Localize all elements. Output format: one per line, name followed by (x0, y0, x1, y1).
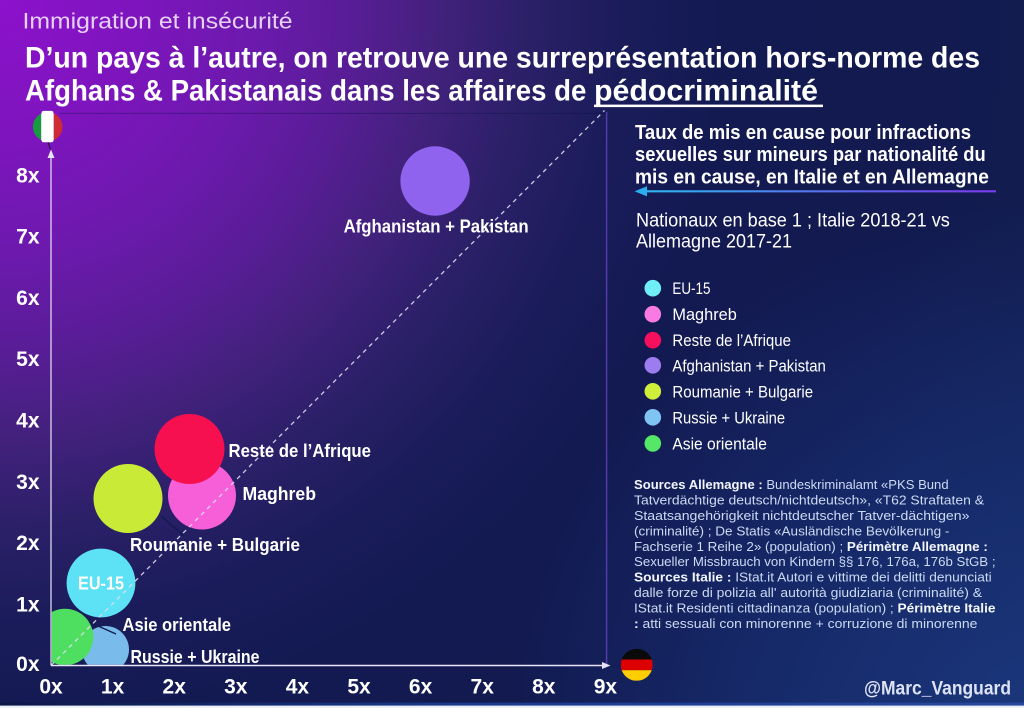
svg-text:Allemagne 2017-21: Allemagne 2017-21 (636, 232, 792, 253)
svg-text:Reste de l’Afrique: Reste de l’Afrique (672, 332, 791, 350)
svg-text:Sources Allemagne : Bundeskrim: Sources Allemagne : Bundeskriminalamt «P… (634, 477, 949, 492)
svg-text:9x: 9x (594, 675, 618, 698)
svg-text:Sexueller Missbrauch von Kinde: Sexueller Missbrauch von Kindern §§ 176,… (634, 554, 996, 569)
svg-text:2x: 2x (16, 532, 40, 555)
svg-text:7x: 7x (471, 675, 495, 698)
svg-text:8x: 8x (16, 164, 40, 187)
svg-text:Russie + Ukraine: Russie + Ukraine (131, 647, 260, 667)
svg-text:8x: 8x (532, 675, 556, 698)
svg-text:2x: 2x (163, 675, 187, 698)
svg-text:3x: 3x (224, 675, 248, 698)
svg-text:4x: 4x (16, 410, 40, 433)
svg-text:3x: 3x (16, 471, 40, 494)
svg-text:EU-15: EU-15 (672, 280, 710, 298)
svg-text:1x: 1x (101, 675, 125, 698)
svg-text:Asie orientale: Asie orientale (672, 435, 767, 453)
svg-text:5x: 5x (16, 348, 40, 371)
svg-text:Asie orientale: Asie orientale (123, 615, 232, 635)
svg-text:mis en cause, en Italie et en: mis en cause, en Italie et en Allemagne (635, 166, 989, 188)
svg-text:Staatsangehörigkeit nichtdeuts: Staatsangehörigkeit nichtdeutscher Tatve… (634, 508, 969, 523)
svg-text:: atti sessuali con minorenne: : atti sessuali con minorenne + corruzio… (634, 616, 977, 631)
svg-text:Immigration et insécurité: Immigration et insécurité (23, 8, 293, 33)
svg-text:Nationaux en base 1 ; Italie 2: Nationaux en base 1 ; Italie 2018-21 vs (636, 210, 950, 231)
svg-text:0x: 0x (16, 653, 40, 676)
svg-text:Taux de mis en cause pour infr: Taux de mis en cause pour infractions (635, 122, 971, 144)
svg-text:Russie + Ukraine: Russie + Ukraine (672, 409, 785, 427)
svg-text:IStat.it Residenti cittadinanz: IStat.it Residenti cittadinanza (populat… (634, 600, 996, 615)
svg-text:sexuelles sur mineurs par nati: sexuelles sur mineurs par nationalité du (635, 144, 986, 166)
svg-text:Maghreb: Maghreb (672, 306, 736, 324)
svg-text:dalle forze di polizia all' au: dalle forze di polizia all' autorità giu… (634, 585, 982, 600)
svg-text:Sources Italie : IStat.it Auto: Sources Italie : IStat.it Autori e vitti… (634, 570, 992, 585)
svg-text:D’un pays à l’autre, on retrou: D’un pays à l’autre, on retrouve une sur… (25, 42, 980, 75)
svg-text:Fachserie 1 Reihe 2» (populati: Fachserie 1 Reihe 2» (population) ; Péri… (634, 539, 988, 554)
svg-text:Afghanistan + Pakistan: Afghanistan + Pakistan (672, 357, 826, 375)
svg-text:1x: 1x (16, 593, 40, 616)
svg-text:6x: 6x (16, 287, 40, 310)
svg-text:4x: 4x (286, 675, 310, 698)
svg-text:Tatverdächtige deutsch/nichtde: Tatverdächtige deutsch/nichtdeutsch», «T… (634, 493, 984, 508)
svg-text:Maghreb: Maghreb (243, 484, 317, 504)
svg-text:0x: 0x (39, 675, 63, 698)
svg-text:Roumanie + Bulgarie: Roumanie + Bulgarie (130, 535, 300, 555)
svg-text:@Marc_Vanguard: @Marc_Vanguard (864, 678, 1011, 699)
svg-text:5x: 5x (347, 675, 371, 698)
svg-text:EU-15: EU-15 (78, 574, 124, 594)
svg-text:Reste de l’Afrique: Reste de l’Afrique (229, 441, 372, 461)
svg-text:7x: 7x (16, 226, 40, 249)
svg-text:6x: 6x (409, 675, 433, 698)
svg-text:(criminalité) ; De Statis «Aus: (criminalité) ; De Statis «Ausländische … (634, 523, 949, 538)
svg-text:Afghanistan + Pakistan: Afghanistan + Pakistan (344, 217, 529, 237)
svg-text:Roumanie + Bulgarie: Roumanie + Bulgarie (672, 383, 813, 401)
svg-text:pédocriminalité: pédocriminalité (594, 75, 818, 108)
svg-text:Afghans & Pakistanais dans les: Afghans & Pakistanais dans les affaires … (25, 75, 594, 108)
